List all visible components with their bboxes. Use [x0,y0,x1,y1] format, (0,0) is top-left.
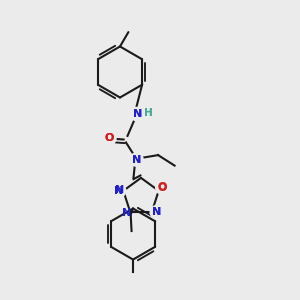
Text: N: N [152,207,161,217]
Text: N: N [134,109,142,119]
Text: N: N [152,207,162,217]
Text: H: H [144,107,153,118]
Circle shape [150,206,163,219]
Text: N: N [134,109,142,119]
Circle shape [156,181,169,194]
Text: O: O [105,133,114,143]
Text: O: O [158,183,167,193]
Circle shape [103,131,116,145]
Circle shape [130,153,143,166]
Text: N: N [115,185,124,196]
Text: O: O [105,133,114,143]
Circle shape [130,107,143,121]
Text: N: N [132,154,141,165]
Text: N: N [122,208,131,218]
Text: N: N [132,154,141,165]
Text: H: H [143,107,152,118]
Text: N: N [115,186,124,196]
Circle shape [141,106,154,119]
Circle shape [112,184,126,197]
Text: O: O [158,182,167,193]
